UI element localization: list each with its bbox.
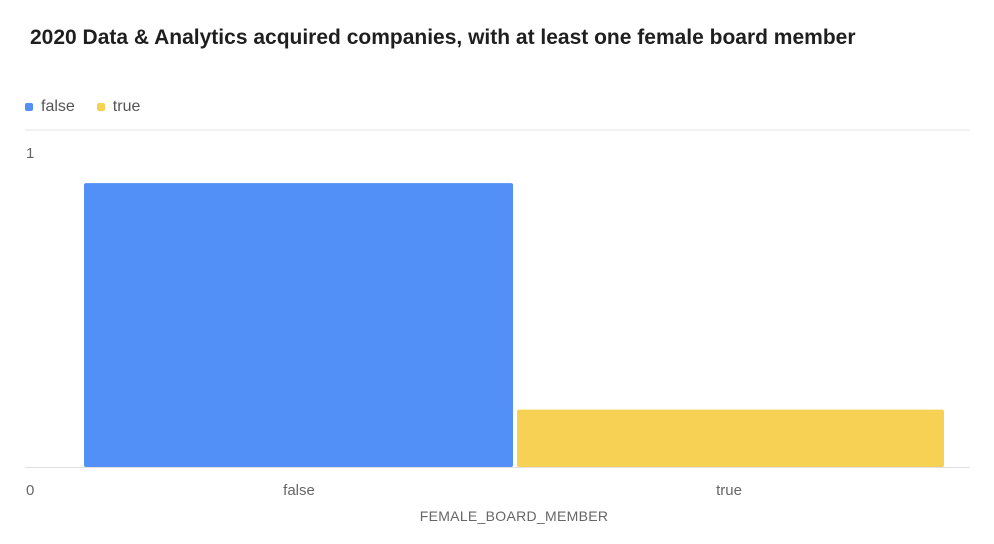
legend-label-true: true [112,98,141,115]
x-tick-label-true: true [716,482,742,499]
chart-title: 2020 Data & Analytics acquired companies… [30,26,856,49]
chart-legend: false true [25,98,140,116]
x-tick-label-false: false [283,482,315,499]
legend-swatch-true [96,103,105,111]
bar-true[interactable] [517,409,944,467]
x-axis-title: FEMALE_BOARD_MEMBER [420,508,609,524]
legend-item-true[interactable]: true [96,98,141,116]
grid-layer [25,129,970,468]
tick-layer: 0 1 false true [26,145,742,499]
y-tick-label-1: 1 [26,145,34,162]
legend-item-false[interactable]: false [25,98,75,116]
y-tick-label-0: 0 [26,482,34,499]
bar-layer [84,183,944,467]
legend-swatch-false [25,103,33,111]
bar-false[interactable] [84,183,513,467]
legend-label-false: false [41,98,75,115]
